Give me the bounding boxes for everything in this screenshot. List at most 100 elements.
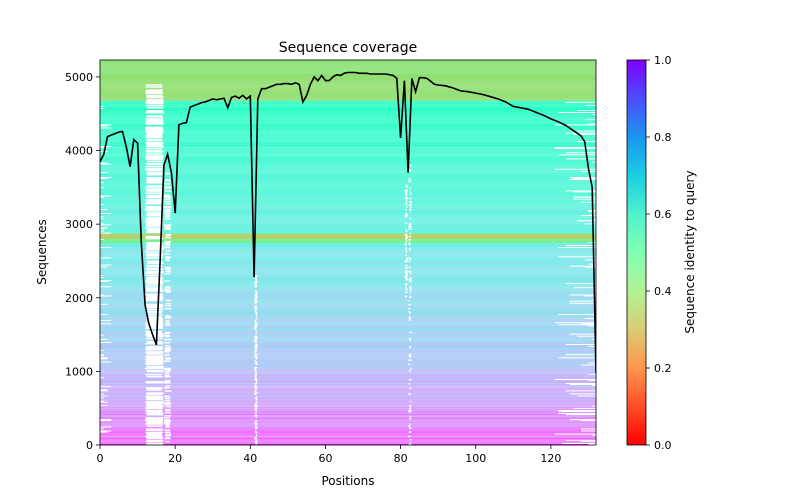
heatmap-gap (146, 365, 164, 368)
heatmap-gap (255, 274, 258, 277)
heatmap-row (100, 144, 596, 145)
heatmap-gap (165, 227, 171, 229)
heatmap-row (107, 357, 559, 359)
heatmap-gap (255, 358, 257, 360)
heatmap-row (100, 259, 585, 261)
heatmap-row (111, 426, 596, 428)
heatmap-gap (255, 292, 258, 294)
heatmap-gap (146, 278, 164, 280)
heatmap-gap (146, 277, 163, 279)
heatmap-gap (146, 324, 163, 326)
heatmap-gap (408, 393, 411, 395)
heatmap-gap (146, 321, 163, 323)
heatmap-gap (406, 257, 408, 260)
heatmap-gap (164, 244, 171, 246)
heatmap-gap (254, 353, 258, 355)
heatmap-gap (409, 187, 411, 189)
heatmap-row (100, 384, 570, 386)
heatmap-gap (409, 370, 411, 373)
heatmap-row (100, 64, 596, 66)
heatmap-gap (146, 290, 164, 292)
heatmap-gap (145, 190, 164, 192)
heatmap-gap (163, 381, 171, 383)
heatmap-gap (409, 278, 412, 280)
heatmap-row (100, 351, 596, 353)
heatmap-row (100, 130, 578, 132)
heatmap-gap (145, 122, 163, 124)
heatmap-row (100, 402, 596, 404)
heatmap-gap (409, 201, 412, 204)
heatmap-row (100, 321, 596, 323)
heatmap-row (100, 188, 596, 190)
heatmap-gap (146, 311, 163, 313)
heatmap-row (100, 66, 596, 68)
heatmap-row (100, 236, 596, 238)
heatmap-gap (409, 193, 412, 195)
heatmap-gap (254, 309, 257, 312)
heatmap-row (100, 344, 566, 345)
heatmap-gap (409, 286, 412, 288)
heatmap-gap (409, 280, 412, 282)
heatmap-gap (146, 244, 163, 246)
heatmap-row (100, 304, 596, 306)
heatmap-gap (255, 439, 258, 442)
heatmap-gap (164, 202, 171, 205)
heatmap-row (100, 302, 570, 304)
heatmap-row (100, 268, 596, 270)
heatmap-gap (145, 102, 164, 105)
heatmap-gap (254, 285, 257, 287)
heatmap-row (100, 270, 596, 272)
heatmap-gap (255, 443, 257, 445)
heatmap-gap (165, 349, 172, 351)
heatmap-gap (146, 320, 164, 322)
heatmap-gap (146, 297, 163, 300)
heatmap-row (100, 292, 596, 294)
colorbar-label: Sequence identity to query (683, 170, 697, 333)
heatmap-row (100, 328, 596, 330)
heatmap-gap (254, 307, 258, 310)
heatmap-gap (254, 437, 257, 440)
heatmap-row (111, 127, 596, 129)
heatmap-gap (255, 400, 258, 403)
heatmap-gap (255, 317, 258, 319)
heatmap-gap (145, 104, 164, 107)
y-tick-label: 5000 (65, 71, 93, 84)
heatmap-gap (145, 352, 164, 354)
heatmap-row (100, 89, 596, 91)
heatmap-row (100, 272, 596, 274)
heatmap-gap (145, 298, 164, 301)
heatmap-gap (145, 423, 164, 425)
heatmap-gap (254, 392, 258, 394)
heatmap-row (100, 416, 596, 418)
heatmap-gap (146, 98, 164, 101)
heatmap-gap (254, 366, 258, 369)
heatmap-gap (164, 253, 170, 255)
heatmap-gap (254, 387, 258, 389)
heatmap-gap (164, 382, 171, 384)
heatmap-row (100, 258, 596, 260)
heatmap-row (111, 213, 593, 214)
heatmap-row (100, 240, 596, 242)
heatmap-gap (164, 246, 171, 248)
coverage-line (100, 71, 596, 373)
heatmap-gap (146, 282, 164, 284)
heatmap-gap (145, 443, 163, 445)
heatmap-gap (255, 324, 258, 326)
heatmap-gap (254, 349, 257, 351)
heatmap-gap (145, 112, 164, 114)
heatmap-gap (165, 385, 171, 387)
heatmap-gap (164, 332, 170, 335)
heatmap-gap (145, 205, 163, 208)
heatmap-gap (408, 235, 412, 238)
heatmap-gap (409, 367, 412, 370)
heatmap-row (103, 277, 596, 278)
heatmap-gap (146, 412, 163, 414)
heatmap-row (100, 61, 596, 63)
heatmap-row (100, 324, 559, 326)
heatmap-gap (409, 346, 412, 348)
heatmap-gap (145, 86, 163, 88)
heatmap-row (107, 395, 578, 397)
colorbar-tick-label: 0.2 (654, 362, 672, 375)
heatmap-gap (255, 398, 258, 401)
